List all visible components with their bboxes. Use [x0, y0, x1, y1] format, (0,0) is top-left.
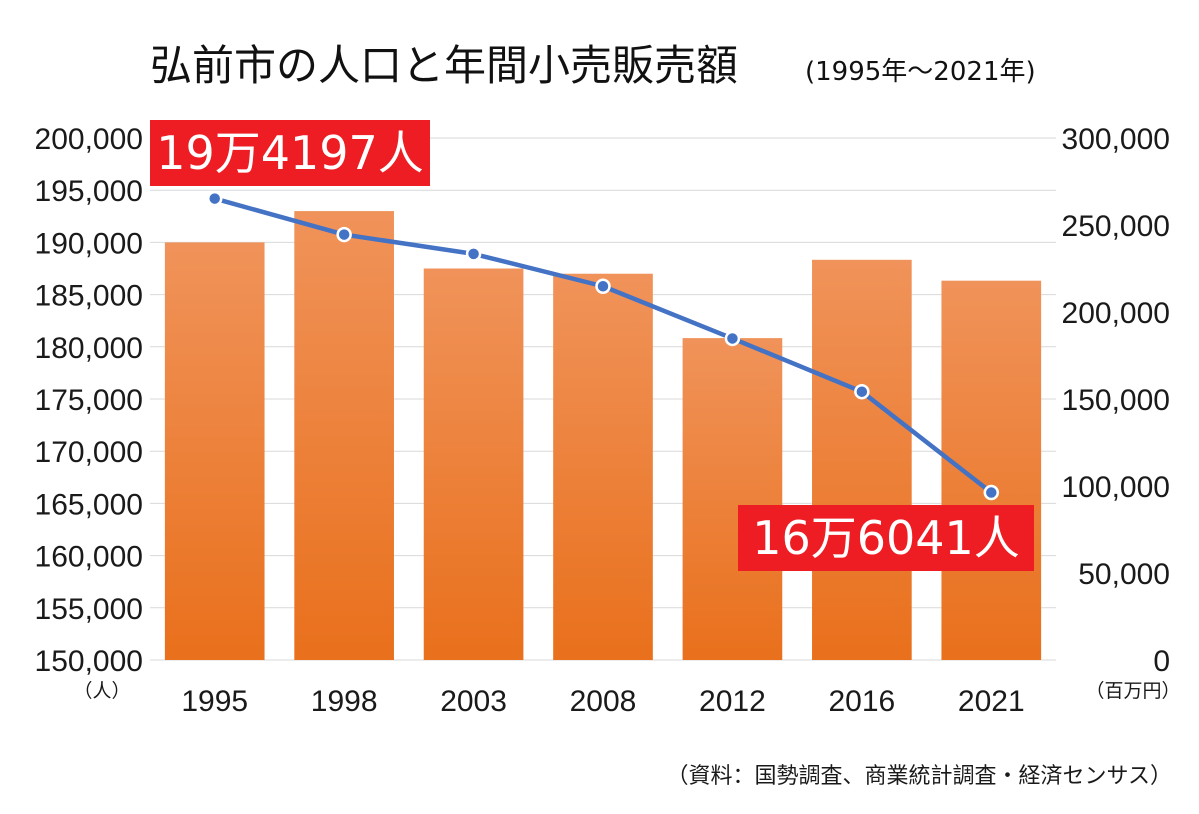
x-tick-label: 2016: [828, 685, 895, 718]
right-tick-label: 300,000: [1062, 123, 1170, 156]
x-tick-label: 2003: [440, 685, 507, 718]
x-tick-label: 1998: [311, 685, 378, 718]
line-point: [983, 484, 1000, 501]
line-point: [465, 246, 482, 262]
bar-series: [164, 211, 1042, 660]
line-series: [206, 190, 1000, 501]
callouts: 19万4197人 16万6041人: [150, 120, 1034, 571]
left-axis-unit: （人）: [73, 680, 130, 702]
right-tick-label: 100,000: [1062, 471, 1170, 504]
line-point: [724, 330, 741, 347]
bar: [553, 273, 653, 660]
x-tick-label: 2012: [699, 685, 766, 718]
right-tick-label: 250,000: [1062, 210, 1170, 243]
left-tick-label: 200,000: [35, 123, 143, 156]
bar: [812, 259, 912, 660]
bar: [941, 280, 1042, 660]
left-tick-label: 175,000: [35, 384, 143, 417]
left-tick-label: 150,000: [35, 645, 143, 678]
left-tick-label: 195,000: [35, 175, 143, 208]
x-tick-label: 2021: [958, 685, 1025, 718]
right-axis-unit: （百万円）: [1085, 680, 1180, 702]
left-axis-ticks: 150,000 155,000 160,000 165,000 170,000 175,0…: [35, 123, 143, 678]
left-tick-label: 155,000: [35, 593, 143, 626]
left-tick-label: 185,000: [35, 280, 143, 313]
source-note: （資料：国勢調査、商業統計調査・経済センサス）: [666, 764, 1172, 789]
left-tick-label: 165,000: [35, 488, 143, 521]
left-tick-label: 170,000: [35, 436, 143, 469]
right-tick-label: 200,000: [1062, 297, 1170, 330]
right-axis-ticks: 0 50,000 100,000 150,000 200,000 250,000 300,0…: [1062, 123, 1170, 678]
right-tick-label: 50,000: [1078, 558, 1170, 591]
left-tick-label: 160,000: [35, 541, 143, 574]
left-tick-label: 180,000: [35, 332, 143, 365]
callout-box: [738, 505, 1034, 571]
line-point: [336, 226, 352, 243]
callout: 16万6041人: [738, 505, 1034, 571]
x-axis-ticks: 1995 1998 2003 2008 2012 2016 2021: [181, 685, 1024, 718]
callout: 19万4197人: [150, 120, 430, 186]
line-point: [854, 383, 870, 400]
chart-title: 弘前市の人口と年間小売販売額: [150, 41, 738, 90]
line-point: [595, 278, 611, 294]
callout-label: 19万4197人: [156, 126, 424, 180]
bar: [164, 242, 265, 660]
bar: [423, 268, 524, 660]
callout-label: 16万6041人: [752, 511, 1020, 565]
callout-box: [150, 120, 430, 186]
chart-subtitle: (1995年〜2021年): [805, 57, 1036, 87]
right-tick-label: 0: [1153, 645, 1170, 678]
bar: [682, 338, 783, 660]
left-tick-label: 190,000: [35, 227, 143, 260]
x-tick-label: 2008: [570, 685, 637, 718]
bar: [294, 211, 394, 660]
line-point: [206, 190, 223, 207]
x-tick-label: 1995: [181, 685, 248, 718]
right-tick-label: 150,000: [1062, 384, 1170, 417]
